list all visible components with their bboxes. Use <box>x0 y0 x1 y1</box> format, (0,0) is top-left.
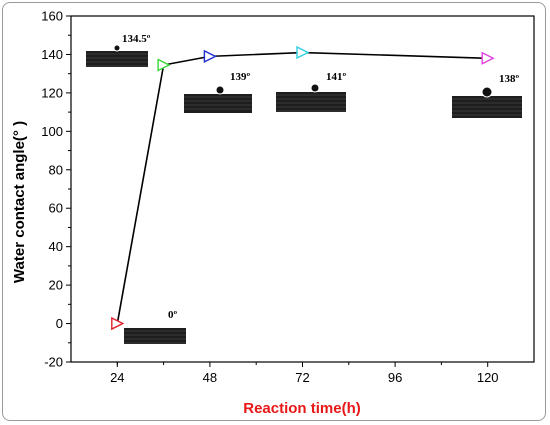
plot-border <box>70 15 535 363</box>
substrate <box>86 51 148 67</box>
substrate <box>124 328 186 344</box>
annotations: 134.5º 0º 139º 141º 138º <box>122 33 520 321</box>
angle-annotation: 0º <box>168 309 178 321</box>
y-tick-label: 100 <box>41 124 63 139</box>
y-tick-label: 0 <box>56 316 63 331</box>
x-tick-label: 120 <box>477 370 499 385</box>
angle-annotation: 141º <box>326 71 347 83</box>
angle-annotation: 138º <box>499 73 520 85</box>
x-axis-label: Reaction time(h) <box>243 400 361 417</box>
x-axis-ticks: 24 48 72 96 120 <box>110 362 499 385</box>
angle-annotation: 134.5º <box>122 33 151 45</box>
droplet-photo <box>184 85 252 113</box>
water-droplet <box>113 44 121 52</box>
data-point <box>296 45 310 60</box>
droplet-photo <box>124 328 186 344</box>
y-tick-label: 80 <box>49 162 63 177</box>
data-point <box>111 316 125 331</box>
x-tick-label: 96 <box>388 370 402 385</box>
x-tick-label: 72 <box>295 370 309 385</box>
water-droplet <box>310 83 320 93</box>
substrate <box>184 94 252 113</box>
y-tick-label: 40 <box>49 239 63 254</box>
data-series <box>111 45 495 331</box>
plot-area <box>70 15 535 363</box>
y-axis-label: Water contact angle(° ) <box>11 121 28 283</box>
y-tick-label: 60 <box>49 201 63 216</box>
droplet-photo <box>452 86 522 118</box>
droplet-photo <box>86 44 148 67</box>
chart-frame <box>2 2 546 421</box>
data-point <box>157 58 171 72</box>
data-point <box>203 49 217 63</box>
y-tick-label: 140 <box>41 47 63 62</box>
y-tick-label: 20 <box>49 278 63 293</box>
x-tick-label: 48 <box>203 370 217 385</box>
data-point <box>481 51 495 65</box>
y-tick-label: -20 <box>44 355 63 370</box>
y-tick-label: 160 <box>41 9 63 24</box>
angle-annotation: 139º <box>230 71 251 83</box>
x-tick-label: 24 <box>110 370 124 385</box>
water-droplet <box>215 85 225 95</box>
y-tick-label: 120 <box>41 85 63 100</box>
droplet-images <box>86 44 522 344</box>
y-axis-ticks: -20 0 20 40 60 80 100 120 140 160 <box>41 9 71 370</box>
water-droplet <box>481 86 493 98</box>
droplet-photo <box>276 83 346 112</box>
